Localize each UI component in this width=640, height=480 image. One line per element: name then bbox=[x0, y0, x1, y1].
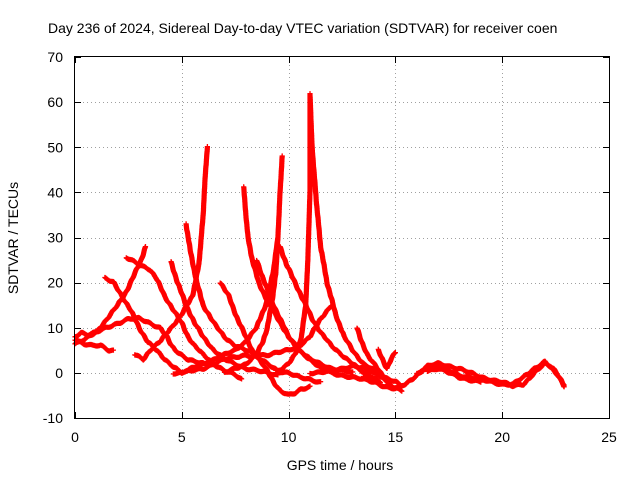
x-tick-label: 5 bbox=[178, 429, 186, 445]
series-layer bbox=[72, 91, 567, 397]
x-tick-label: 20 bbox=[494, 429, 510, 445]
y-tick-label: -10 bbox=[43, 410, 63, 426]
y-tick-label: 50 bbox=[47, 139, 63, 155]
y-tick-label: 20 bbox=[47, 275, 63, 291]
x-axis-label: GPS time / hours bbox=[287, 457, 394, 473]
x-tick-label: 15 bbox=[388, 429, 404, 445]
chart-title: Day 236 of 2024, Sidereal Day-to-day VTE… bbox=[48, 20, 557, 36]
x-tick-label: 25 bbox=[601, 429, 617, 445]
series-track-10 bbox=[217, 280, 313, 397]
series-track-15 bbox=[273, 91, 386, 380]
series-track-19 bbox=[375, 346, 398, 371]
plot-frame bbox=[74, 56, 610, 419]
series-track-4 bbox=[102, 274, 324, 385]
y-tick-label: 30 bbox=[47, 230, 63, 246]
series-track-14 bbox=[277, 244, 383, 386]
y-tick-label: 60 bbox=[47, 94, 63, 110]
x-tick-labels: 0 5 10 15 20 25 bbox=[71, 429, 617, 445]
y-tick-label: 70 bbox=[47, 49, 63, 65]
y-tick-label: 0 bbox=[55, 365, 63, 381]
x-tick-label: 10 bbox=[281, 429, 297, 445]
x-tick-label: 0 bbox=[71, 429, 79, 445]
y-tick-label: 10 bbox=[47, 320, 63, 336]
grid-layer bbox=[75, 57, 609, 418]
series-track-21 bbox=[424, 366, 484, 385]
series-track-12 bbox=[221, 153, 285, 375]
tick-layer bbox=[75, 57, 610, 419]
y-axis-label: SDTVAR / TECUs bbox=[5, 182, 21, 294]
y-tick-labels: -10 0 10 20 30 40 50 60 70 bbox=[43, 49, 63, 426]
y-tick-label: 40 bbox=[47, 184, 63, 200]
